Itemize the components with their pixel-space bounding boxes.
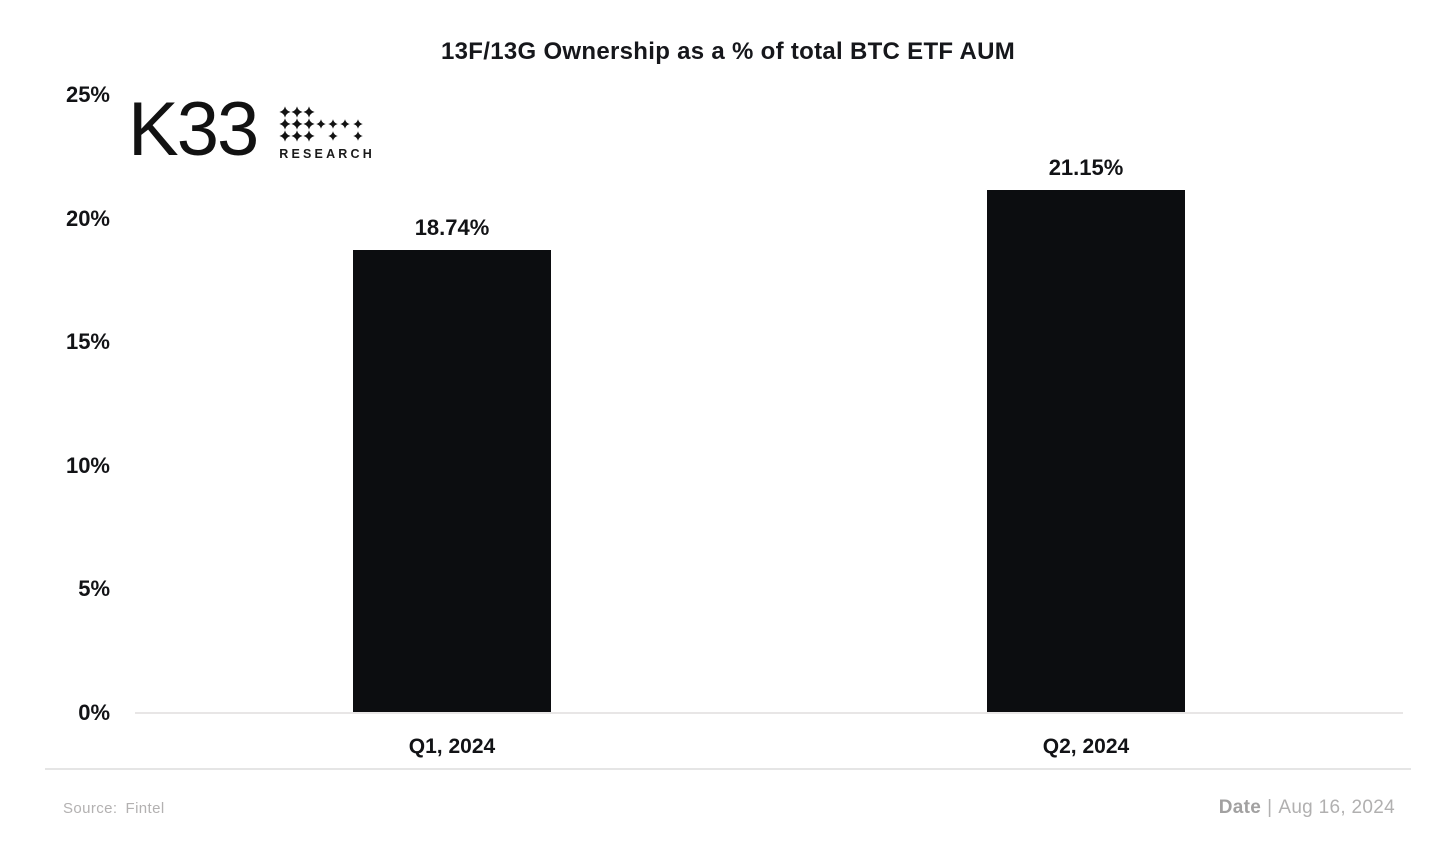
k33-logo-research-text: RESEARCH (279, 147, 375, 161)
chart-title: 13F/13G Ownership as a % of total BTC ET… (440, 38, 1016, 65)
y-axis-tick-label: 25% (65, 82, 110, 107)
k33-research-logo: K33 RESEARCH (128, 87, 375, 172)
bar-value-label: 21.15% (1048, 155, 1124, 181)
y-axis-tick-label: 0% (78, 700, 110, 725)
bar-value-label: 18.74% (414, 214, 490, 240)
x-axis-category-label: Q1, 2024 (408, 735, 496, 758)
date-separator: | (1267, 797, 1273, 818)
k33-logo-right-block: RESEARCH (279, 105, 375, 161)
x-axis-line (135, 712, 1403, 714)
x-axis-category-label: Q2, 2024 (1042, 735, 1130, 758)
y-axis-tick-label: 15% (65, 329, 110, 355)
bar-q1-2024 (353, 249, 551, 712)
y-axis-tick-label: 10% (65, 452, 110, 478)
date-value: Aug 16, 2024 (1278, 797, 1395, 818)
date-label: Date (1218, 797, 1262, 818)
source-label: Source: (63, 800, 118, 817)
y-axis-tick-label: 5% (78, 576, 110, 602)
bar-q2-2024 (987, 190, 1185, 712)
y-axis-tick-label: 20% (65, 205, 110, 231)
source-note: Source: Fintel (63, 800, 165, 817)
source-value: Fintel (125, 800, 165, 817)
date-note: Date | Aug 16, 2024 (1219, 797, 1395, 819)
footer-divider (45, 768, 1411, 770)
k33-logo-text: K33 (128, 87, 259, 172)
